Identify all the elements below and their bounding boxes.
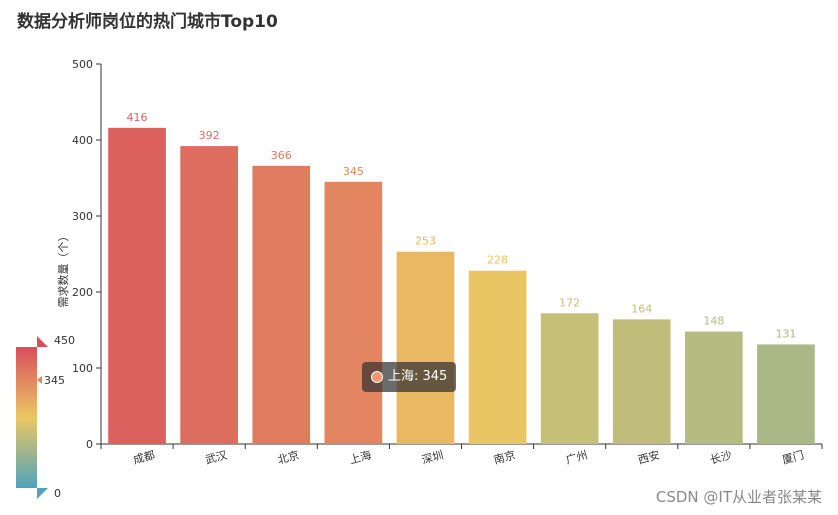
bar[interactable] [108,127,166,444]
x-tick-label: 深圳 [420,448,445,466]
bar[interactable] [324,181,383,445]
visual-map[interactable]: 450 0 345 [16,334,75,500]
tooltip-text: 上海: 345 [388,369,448,384]
bar-value-label: 228 [487,254,508,267]
visual-map-min-handle[interactable] [37,488,48,499]
bar-value-label: 164 [631,302,652,315]
bar[interactable] [685,331,743,444]
visual-map-max-label: 450 [54,334,75,347]
bar-value-label: 366 [271,149,292,162]
x-tick-label: 成都 [132,448,157,466]
bar-value-label: 148 [703,315,724,328]
tooltip: 上海: 345 [362,362,457,392]
x-tick-label: 厦门 [780,448,805,467]
bar[interactable] [180,146,238,444]
bar-value-label: 416 [127,111,148,124]
y-tick-label: 100 [72,362,93,375]
x-tick-label: 西安 [636,448,661,467]
visual-map-indicator [37,375,42,384]
chart-title: 数据分析师岗位的热门城市Top10 [17,12,278,32]
bar-series [108,127,815,445]
y-axis: 0 100 200 300 400 500 需求数量（个） [57,58,102,451]
x-axis: 成都 武汉 北京 上海 深圳 南京 广州 西安 长沙 厦门 [100,443,823,467]
visual-map-max-handle[interactable] [37,336,48,347]
tooltip-marker [371,371,383,383]
y-tick-label: 0 [86,438,93,451]
y-axis-title: 需求数量（个） [57,231,70,308]
watermark: CSDN @IT从业者张某某 [655,488,822,506]
y-tick-label: 500 [72,58,93,71]
visual-map-current-label: 345 [44,374,65,387]
bar[interactable] [252,165,311,444]
visual-map-min-label: 0 [54,487,61,500]
y-tick-label: 300 [72,210,93,223]
bar-value-label: 392 [199,129,220,142]
bar-value-label: 253 [415,235,436,248]
x-tick-label: 上海 [348,448,373,467]
x-tick-label: 长沙 [709,448,734,466]
x-tick-label: 广州 [564,448,589,466]
bar[interactable] [396,251,455,444]
y-tick-label: 200 [72,286,93,299]
visual-map-bar[interactable] [16,347,37,488]
x-tick-label: 北京 [276,448,301,467]
x-tick-label: 南京 [492,448,517,467]
y-tick-label: 400 [72,134,93,147]
bar[interactable] [612,319,671,444]
bar[interactable] [757,344,815,444]
x-tick-label: 武汉 [204,448,229,466]
bar-value-label: 345 [343,165,364,178]
bar-value-label: 131 [775,327,796,340]
bar[interactable] [540,313,599,444]
bar[interactable] [468,270,527,444]
bar-value-label: 172 [559,296,580,309]
data-labels: 416 392 366 345 253 228 172 164 148 131 [127,111,797,341]
